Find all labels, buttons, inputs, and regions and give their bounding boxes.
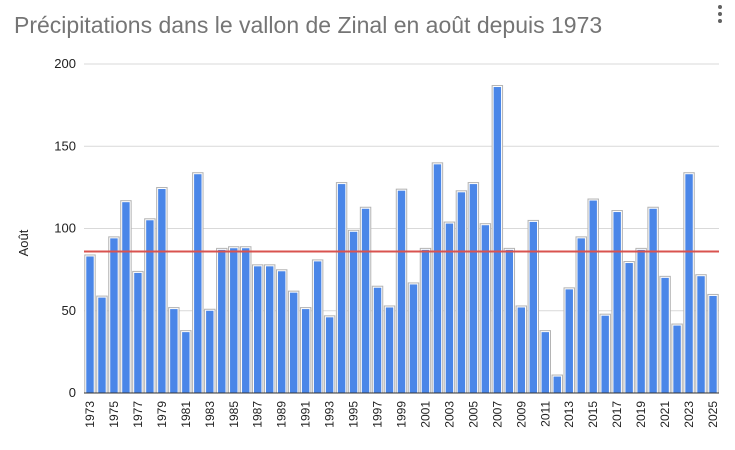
y-tick-label: 150	[54, 138, 76, 153]
x-tick-label: 1991	[299, 401, 313, 428]
bar[interactable]	[373, 287, 382, 393]
bar[interactable]	[182, 332, 190, 393]
x-tick-label: 1993	[323, 401, 337, 428]
bar[interactable]	[529, 221, 538, 393]
x-tick-label: 1987	[251, 401, 265, 428]
bar-series	[84, 85, 719, 394]
x-tick-label: 1989	[275, 401, 289, 428]
y-tick-label: 200	[54, 56, 76, 71]
bar[interactable]	[505, 249, 514, 393]
bar[interactable]	[206, 310, 214, 393]
x-tick-label: 1973	[83, 401, 97, 428]
bar[interactable]	[649, 208, 657, 393]
x-tick-label: 2009	[514, 401, 528, 428]
x-tick-label: 1997	[371, 401, 385, 428]
bar[interactable]	[242, 248, 250, 393]
bar[interactable]	[577, 238, 585, 393]
x-tick-label: 1983	[203, 401, 217, 428]
bar[interactable]	[361, 208, 370, 393]
bar[interactable]	[637, 249, 645, 393]
y-axis-label: Août	[16, 229, 31, 256]
bar[interactable]	[158, 189, 166, 393]
x-tick-labels: 1973 1975 1977 1979 1981 1983 1985 1987 1989 1991…	[83, 401, 720, 428]
x-tick-label: 2025	[706, 401, 720, 428]
bar[interactable]	[613, 212, 621, 393]
x-tick-label: 2005	[466, 401, 480, 428]
bar[interactable]	[601, 315, 609, 393]
bar[interactable]	[218, 249, 226, 393]
x-tick-label: 2015	[586, 401, 600, 428]
chart-title: Précipitations dans le vallon de Zinal e…	[14, 12, 603, 38]
bar[interactable]	[254, 266, 262, 393]
bar[interactable]	[337, 184, 346, 393]
x-tick-label: 1975	[107, 401, 121, 428]
bar[interactable]	[469, 184, 478, 393]
bar[interactable]	[709, 295, 717, 393]
bar[interactable]	[98, 297, 106, 393]
bar[interactable]	[481, 225, 490, 393]
y-tick-label: 0	[69, 385, 76, 400]
bar[interactable]	[277, 271, 286, 393]
bar[interactable]	[421, 249, 430, 393]
x-tick-label: 2011	[538, 401, 552, 427]
bar[interactable]	[230, 248, 238, 393]
x-tick-label: 2001	[418, 401, 432, 428]
bar[interactable]	[565, 289, 573, 393]
y-tick-label: 100	[54, 221, 76, 236]
bar[interactable]	[110, 238, 118, 393]
x-tick-label: 2019	[634, 401, 648, 428]
bar[interactable]	[170, 309, 178, 393]
bar[interactable]	[194, 174, 202, 393]
x-tick-label: 1977	[131, 401, 145, 428]
x-tick-label: 1999	[395, 401, 409, 428]
bar[interactable]	[397, 190, 406, 393]
bar[interactable]	[313, 261, 322, 393]
bar[interactable]	[697, 276, 705, 393]
bar[interactable]	[541, 332, 549, 393]
x-tick-label: 2007	[490, 401, 504, 428]
bar[interactable]	[661, 277, 669, 393]
x-tick-label: 1981	[179, 401, 193, 428]
x-tick-label: 1979	[155, 401, 169, 428]
y-tick-labels: 0 50 100 150 200	[54, 56, 76, 400]
bar[interactable]	[553, 376, 561, 393]
x-tick-label: 1985	[227, 401, 241, 428]
x-tick-label: 2021	[658, 401, 672, 428]
bar[interactable]	[146, 220, 154, 393]
x-tick-label: 2023	[682, 401, 696, 428]
bar[interactable]	[517, 307, 526, 393]
bar[interactable]	[86, 256, 94, 393]
bar[interactable]	[409, 284, 418, 393]
bar[interactable]	[625, 263, 633, 393]
bar[interactable]	[134, 272, 142, 393]
bar[interactable]	[265, 266, 274, 393]
bar[interactable]	[493, 87, 502, 393]
bar[interactable]	[289, 292, 298, 393]
x-tick-label: 2013	[562, 401, 576, 428]
x-tick-label: 1995	[347, 401, 361, 428]
bar[interactable]	[685, 174, 693, 393]
x-tick-label: 2003	[442, 401, 456, 428]
more-vert-icon[interactable]	[712, 2, 728, 28]
bar[interactable]	[301, 309, 310, 393]
bar[interactable]	[349, 231, 358, 393]
bar[interactable]	[673, 325, 681, 393]
bar[interactable]	[457, 192, 466, 393]
y-tick-label: 50	[62, 303, 76, 318]
bar[interactable]	[122, 202, 130, 393]
x-tick-label: 2017	[610, 401, 624, 428]
bar[interactable]	[445, 223, 454, 393]
bar[interactable]	[385, 307, 394, 393]
bar[interactable]	[433, 164, 442, 393]
bar[interactable]	[325, 317, 334, 393]
bar[interactable]	[589, 200, 597, 393]
